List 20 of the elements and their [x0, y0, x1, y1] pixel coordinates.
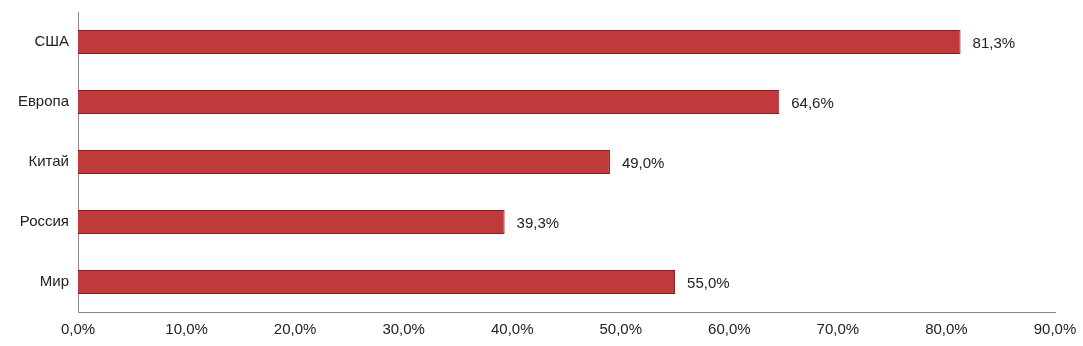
data-label: 39,3%	[516, 214, 560, 232]
data-label: 64,6%	[791, 94, 834, 112]
x-tick-label: 50,0%	[599, 320, 643, 338]
y-tick-label: Китай	[28, 152, 69, 170]
data-label: 81,3%	[972, 34, 1016, 52]
x-tick-label: 70,0%	[816, 320, 860, 338]
x-tick-label: 10,0%	[165, 320, 208, 338]
x-tick-label: 30,0%	[382, 320, 425, 338]
x-tick-label: 60,0%	[708, 320, 751, 338]
y-tick-label: США	[34, 32, 69, 50]
x-tick-label: 90,0%	[1033, 320, 1077, 338]
x-tick-label: 80,0%	[925, 320, 968, 338]
data-label: 55,0%	[687, 274, 730, 292]
data-label: 49,0%	[621, 154, 665, 172]
y-tick-label: Европа	[17, 92, 70, 110]
y-tick-label: Мир	[39, 272, 69, 290]
x-tick-label: 20,0%	[273, 320, 317, 338]
x-tick-label: 40,0%	[490, 320, 534, 338]
y-tick-label: Россия	[19, 212, 69, 230]
x-tick-label: 0,0%	[60, 320, 96, 338]
